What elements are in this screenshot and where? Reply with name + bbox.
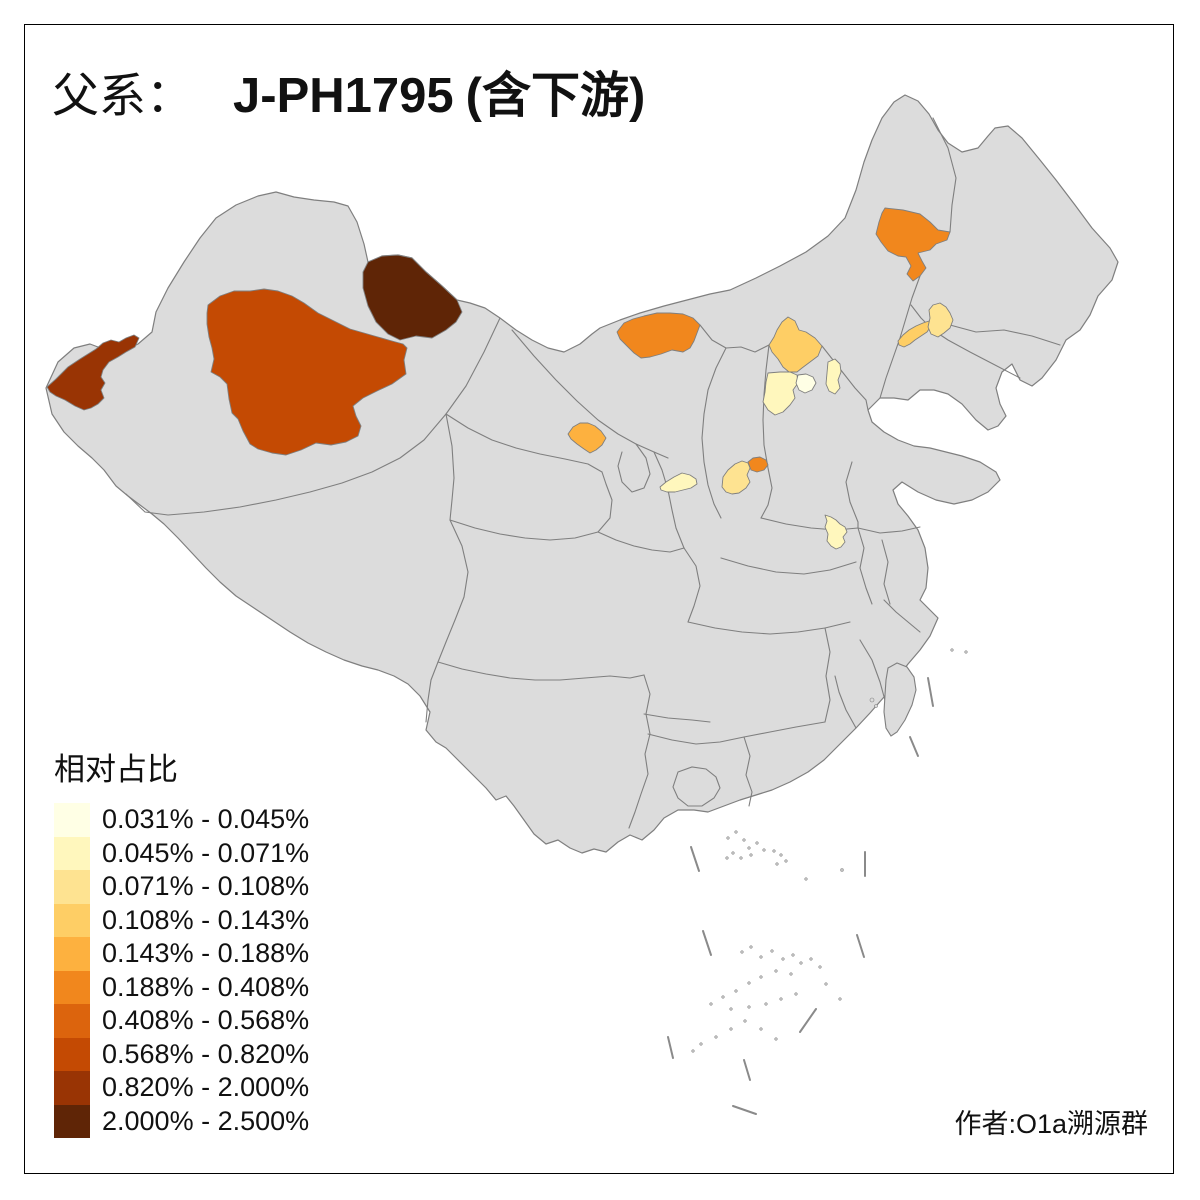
map-region	[825, 358, 842, 395]
legend-swatch	[54, 970, 90, 1004]
map-region	[362, 254, 463, 341]
legend-swatch	[54, 1004, 90, 1038]
legend-swatch	[54, 903, 90, 937]
map-region	[206, 288, 408, 456]
legend-swatch	[54, 836, 90, 870]
legend-label: 0.408% - 0.568%	[102, 1005, 310, 1035]
legend-label: 0.108% - 0.143%	[102, 904, 310, 935]
legend-row: 0.408% - 0.568%	[54, 1004, 309, 1038]
island-specks	[691, 648, 968, 1053]
legend-label: 0.820% - 2.000%	[102, 1072, 310, 1102]
legend-title: 相对占比	[54, 752, 178, 787]
highlighted-regions	[46, 207, 954, 550]
map-region	[927, 302, 954, 338]
legend-label: 0.071% - 0.108%	[102, 871, 310, 901]
legend-row: 0.188% - 0.408%	[54, 970, 310, 1004]
legend-row: 0.143% - 0.188%	[54, 937, 309, 971]
attribution: 作者:O1a溯源群	[954, 1109, 1148, 1139]
map-region	[567, 422, 607, 454]
china-outline	[45, 94, 1119, 854]
legend-swatch	[54, 1104, 90, 1138]
legend-row: 0.568% - 0.820%	[54, 1037, 310, 1071]
map-region	[824, 514, 848, 550]
map-region	[46, 334, 140, 411]
map-region	[875, 207, 951, 282]
legend-row: 0.108% - 0.143%	[54, 903, 310, 937]
legend-label: 0.568% - 0.820%	[102, 1038, 310, 1069]
map-region	[659, 472, 698, 493]
legend-row: 2.000% - 2.500%	[54, 1104, 310, 1138]
legend-swatch	[54, 1037, 90, 1071]
legend-swatch	[54, 1071, 90, 1105]
penghu-islet	[874, 704, 878, 708]
legend-row: 0.045% - 0.071%	[54, 836, 310, 870]
legend-label: 0.045% - 0.071%	[102, 837, 310, 868]
legend-label: 2.000% - 2.500%	[102, 1105, 310, 1136]
hainan-island	[672, 766, 721, 807]
legend-label: 0.143% - 0.188%	[102, 938, 310, 968]
legend-row: 0.071% - 0.108%	[54, 870, 309, 904]
map-region	[616, 312, 701, 359]
title-cjk: 父系：	[52, 71, 193, 123]
legend-swatch	[54, 937, 90, 971]
map-region	[795, 373, 817, 394]
taiwan-island	[883, 662, 917, 737]
legend: 相对占比 0.031% - 0.045% 0.045% - 0.071% 0.0…	[54, 744, 309, 1138]
legend-row: 0.031% - 0.045%	[54, 803, 309, 837]
page-title: 父系： J-PH1795 (含下游)	[52, 56, 645, 127]
title-haplogroup: J-PH1795	[233, 69, 454, 123]
map-region	[747, 456, 769, 473]
map-region	[721, 460, 751, 495]
nine-dash-line	[667, 677, 934, 1115]
legend-swatch	[54, 870, 90, 904]
penghu-islet	[869, 697, 875, 703]
legend-row: 0.820% - 2.000%	[54, 1071, 309, 1105]
legend-swatch	[54, 803, 90, 837]
map-region	[768, 316, 823, 373]
legend-label: 0.031% - 0.045%	[102, 804, 310, 834]
title-suffix: (含下游)	[465, 69, 646, 123]
province-borders	[125, 117, 1061, 829]
plot-border	[24, 24, 1174, 1174]
map-region	[762, 371, 799, 416]
legend-label: 0.188% - 0.408%	[102, 971, 310, 1002]
